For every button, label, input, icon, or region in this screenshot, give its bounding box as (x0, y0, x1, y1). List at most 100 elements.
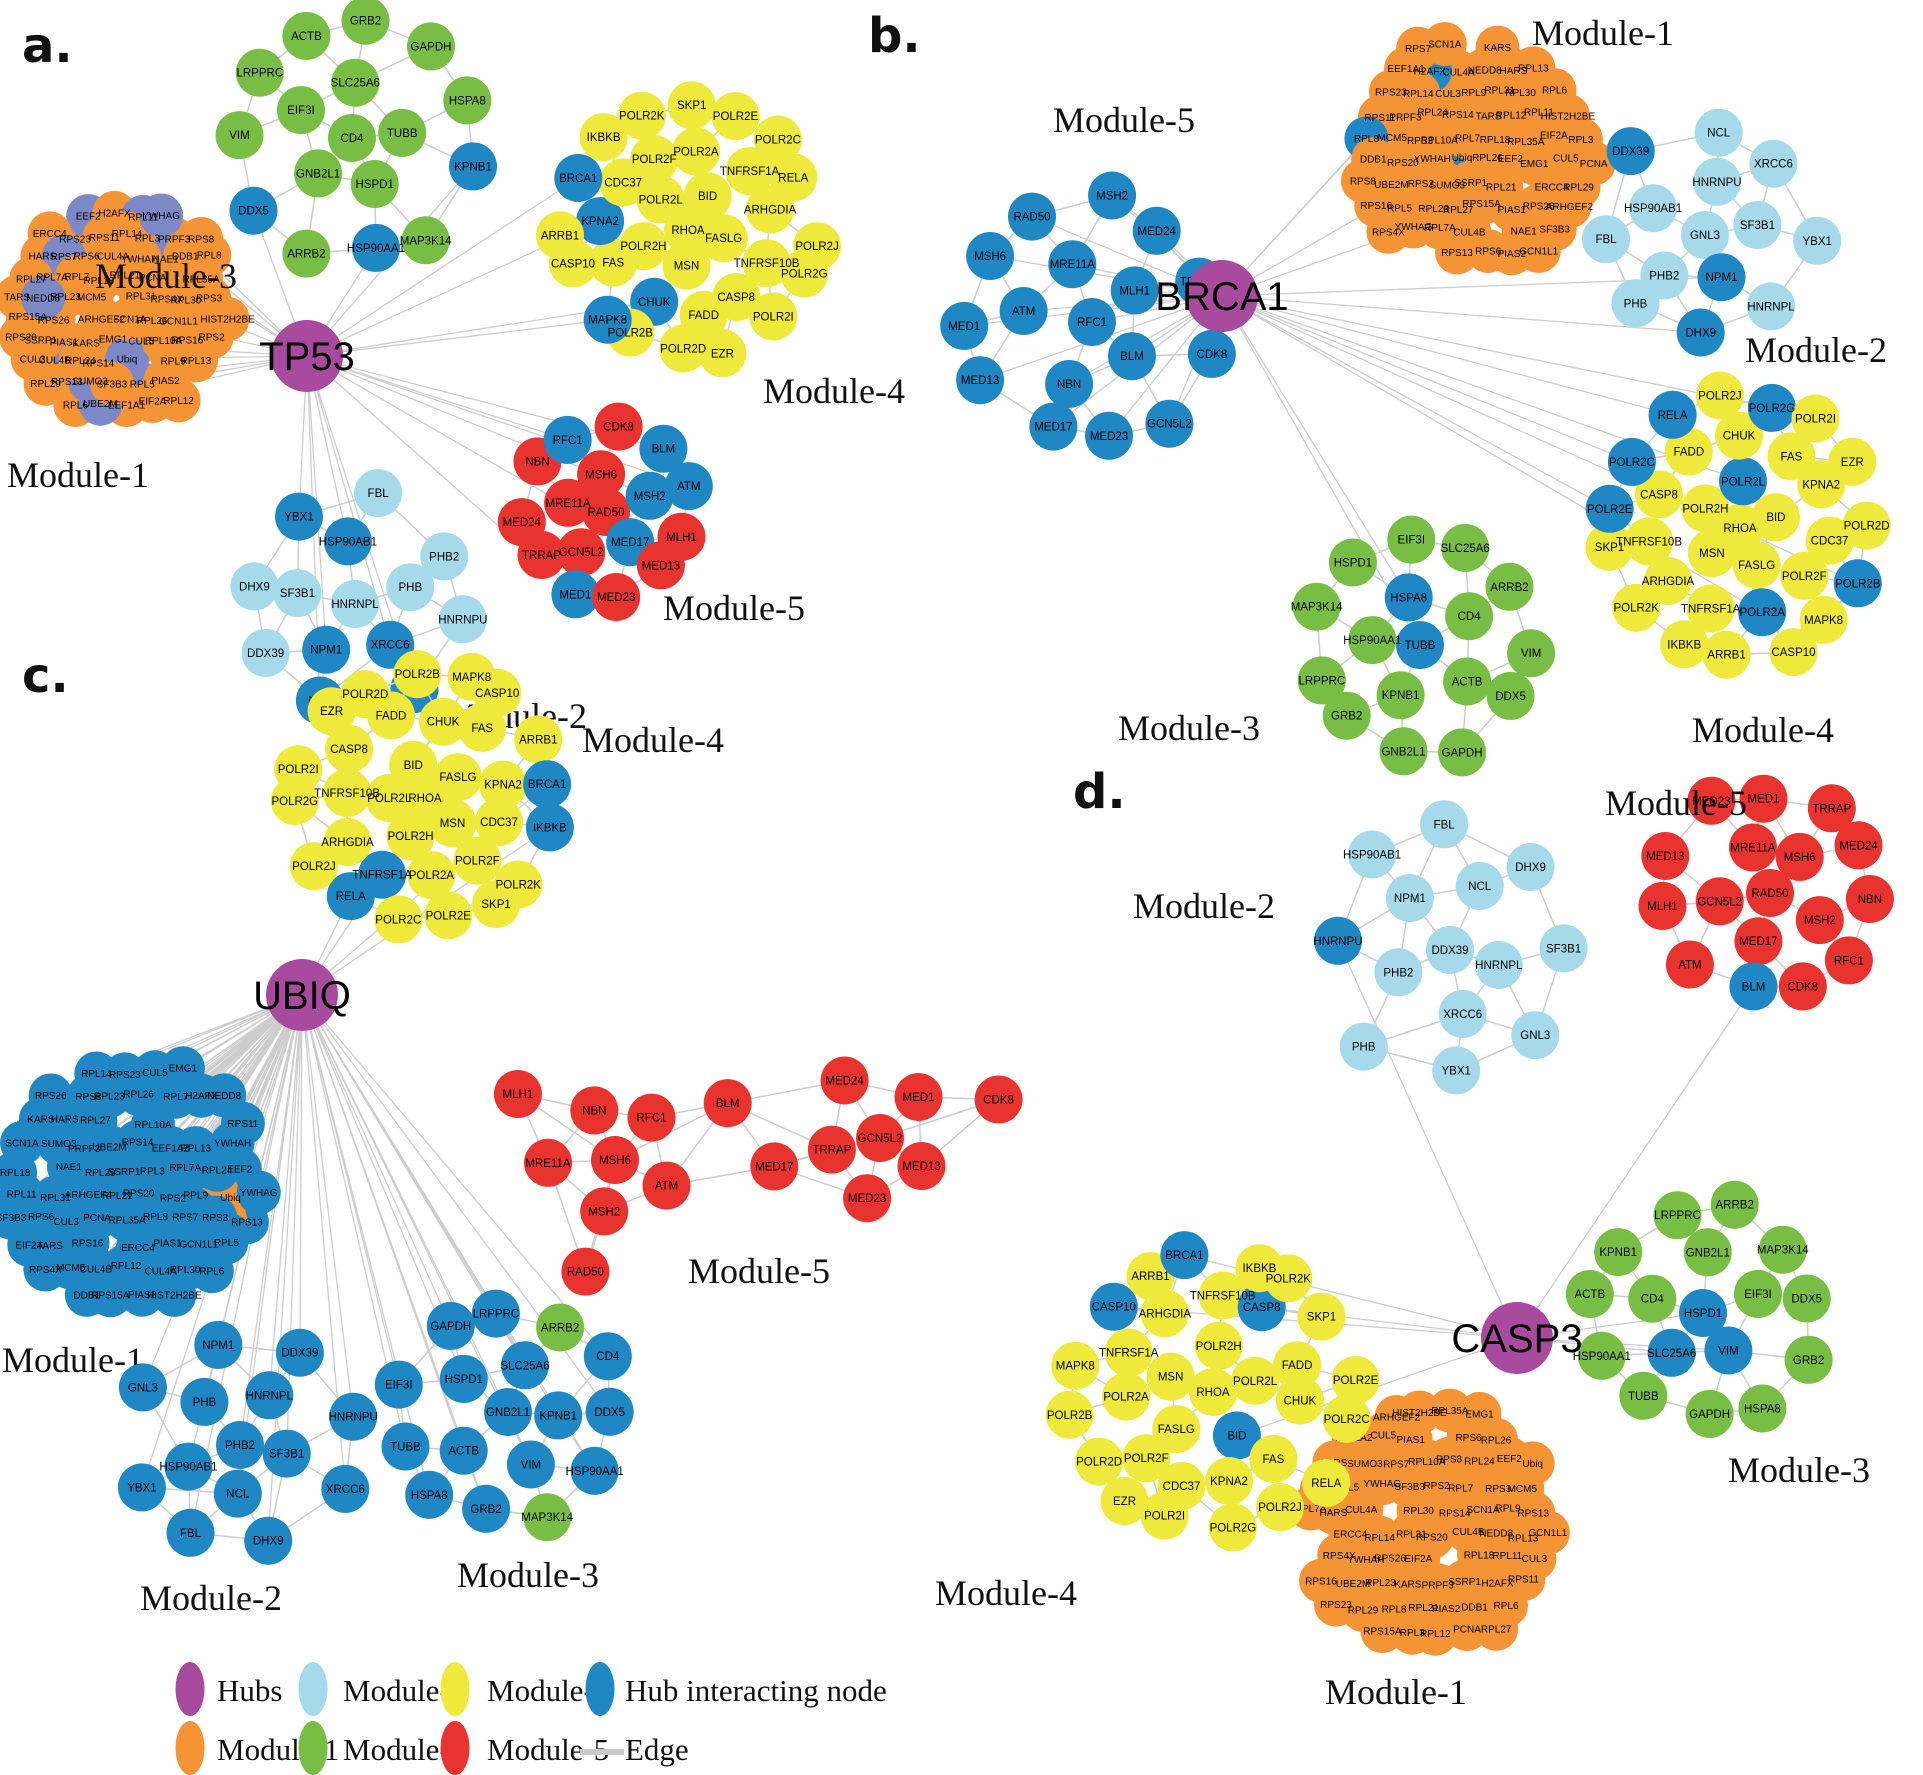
node-RPL31 (1389, 1511, 1434, 1556)
node-MED17 (1734, 917, 1783, 966)
node-label: GCN1L1 (1519, 247, 1558, 258)
node-label: DDX39 (247, 648, 284, 660)
module-label-a-module-5: Module-5 (663, 588, 805, 628)
node-label: EEF1A1 (108, 401, 146, 412)
node-label: RPL7A (1295, 1504, 1327, 1515)
node-label: RPL23 (1418, 204, 1449, 215)
node-label: MAPK8 (1056, 1361, 1095, 1373)
node-MSN (428, 799, 477, 848)
node-label: CASP8 (1640, 489, 1678, 501)
node-label: RPL18 (1464, 1551, 1495, 1562)
node-label: DHX9 (239, 581, 270, 593)
legend-label: Edge (625, 1732, 689, 1767)
node-RPL7 (1445, 115, 1490, 160)
cluster-d-module-5: RAD50 MRE11A MSH6 MSH2 MED17 GCN5L2 MED1 TRRAP M… (1638, 774, 1894, 1011)
node-label: RPS11 (89, 233, 120, 244)
node-label: MAPK8 (1804, 615, 1843, 627)
node-label: RPL9 (183, 1191, 208, 1202)
node-label: SF3B1 (269, 1449, 304, 1461)
node-MED17 (750, 1142, 799, 1191)
node-FASLG (699, 214, 748, 263)
node-label: RPL8 (1354, 134, 1379, 145)
node-label: POLR2E (713, 111, 759, 123)
node-label: RFC1 (1834, 955, 1864, 967)
node-ATM (1665, 940, 1714, 989)
node-label: FAS (1263, 1454, 1285, 1466)
node-label: POLR2D (1076, 1457, 1122, 1469)
node-POLR2H (1681, 484, 1730, 533)
node-label: YBX1 (1441, 1065, 1470, 1077)
node-label: RPL14 (1364, 1533, 1395, 1544)
node-label: GNL3 (128, 1382, 158, 1394)
node-label: SF3B3 (1394, 1482, 1425, 1493)
node-label: GNB2L1 (1686, 1247, 1730, 1259)
node-label: RPL10A (1421, 135, 1459, 146)
node-MED1 (551, 570, 600, 619)
node-label: POLR2F (632, 154, 677, 166)
node-MLH1 (1638, 881, 1687, 930)
node-BID (1212, 1411, 1261, 1460)
node-label: RPL9 (1495, 1504, 1520, 1515)
node-label: POLR2E (426, 910, 472, 922)
node-TUBB (381, 1422, 430, 1471)
node-label: CUL3 (1435, 89, 1461, 100)
hub-label: UBIQ (253, 974, 351, 1018)
node-ARHGDIA (1644, 557, 1692, 605)
node-GNL3 (1681, 211, 1729, 259)
node-label: DDX5 (1495, 691, 1526, 703)
node-label: RPS15A (9, 312, 48, 323)
node-label: RPS13 (51, 377, 83, 388)
node-label: CHUK (1284, 1395, 1317, 1407)
node-label: KPNA2 (1802, 479, 1840, 491)
node-ERCC4 (115, 1225, 160, 1270)
node-label: RPS14 (1442, 110, 1474, 121)
node-XRCC6 (1438, 989, 1487, 1038)
node-MED13 (897, 1142, 946, 1190)
node-RELA (1648, 390, 1697, 439)
node-label: YWHAH (1414, 154, 1451, 165)
node-label: POLR2A (673, 146, 719, 158)
node-label: POLR2K (1266, 1273, 1312, 1285)
node-label: TNFRSF1A (720, 166, 780, 178)
node-label: ARHGDIA (1139, 1308, 1192, 1320)
node-label: RELA (336, 891, 366, 903)
node-label: RPS8 (1436, 1454, 1463, 1465)
node-label: ARRB1 (1131, 1271, 1169, 1283)
node-label: TNFRSF1A (1099, 1348, 1159, 1360)
node-label: MED24 (1839, 840, 1878, 852)
module-label-b-module-3: Module-3 (1118, 708, 1260, 748)
node-label: GRB2 (1793, 1355, 1824, 1367)
node-label: MSN (1158, 1372, 1184, 1384)
node-POLR2J (1695, 371, 1744, 420)
node-label: FADD (1282, 1360, 1313, 1372)
node-label: SSRP1 (24, 335, 57, 346)
node-SSRP1 (18, 317, 63, 362)
node-ACTB (1443, 657, 1492, 706)
node-label: KPNB1 (1382, 690, 1420, 702)
node-EIF3I (374, 1360, 423, 1409)
node-label: TNFRSF10B (734, 258, 800, 270)
node-label: MSH2 (634, 491, 666, 503)
node-label: EEF2 (1497, 1454, 1522, 1465)
node-label: CUL5 (1553, 154, 1579, 165)
node-label: CUL4A (97, 251, 130, 262)
node-label: HNRNPU (1313, 936, 1362, 948)
node-MSH2 (625, 471, 674, 520)
node-HSPA8 (405, 1470, 454, 1519)
node-HSP90AB1 (1348, 830, 1397, 879)
node-label: ACTB (1574, 1289, 1605, 1301)
node-FBL (1582, 215, 1630, 264)
node-label: RPS7 (1383, 1460, 1410, 1471)
node-label: RPL11 (1524, 108, 1554, 119)
node-label: YWHAH (214, 1139, 251, 1150)
node-MED23 (843, 1174, 892, 1223)
node-MED1 (1739, 774, 1788, 823)
node-SKP1 (1297, 1292, 1346, 1341)
node-label: MSH6 (599, 1155, 631, 1167)
node-label: RPL3 (1568, 135, 1593, 146)
node-label: POLR2D (660, 344, 706, 356)
node-HNRNPL (1747, 282, 1795, 331)
node-label: FBL (1434, 819, 1456, 831)
node-label: POLR2D (1844, 521, 1890, 533)
node-label: MAP3K14 (400, 235, 452, 247)
